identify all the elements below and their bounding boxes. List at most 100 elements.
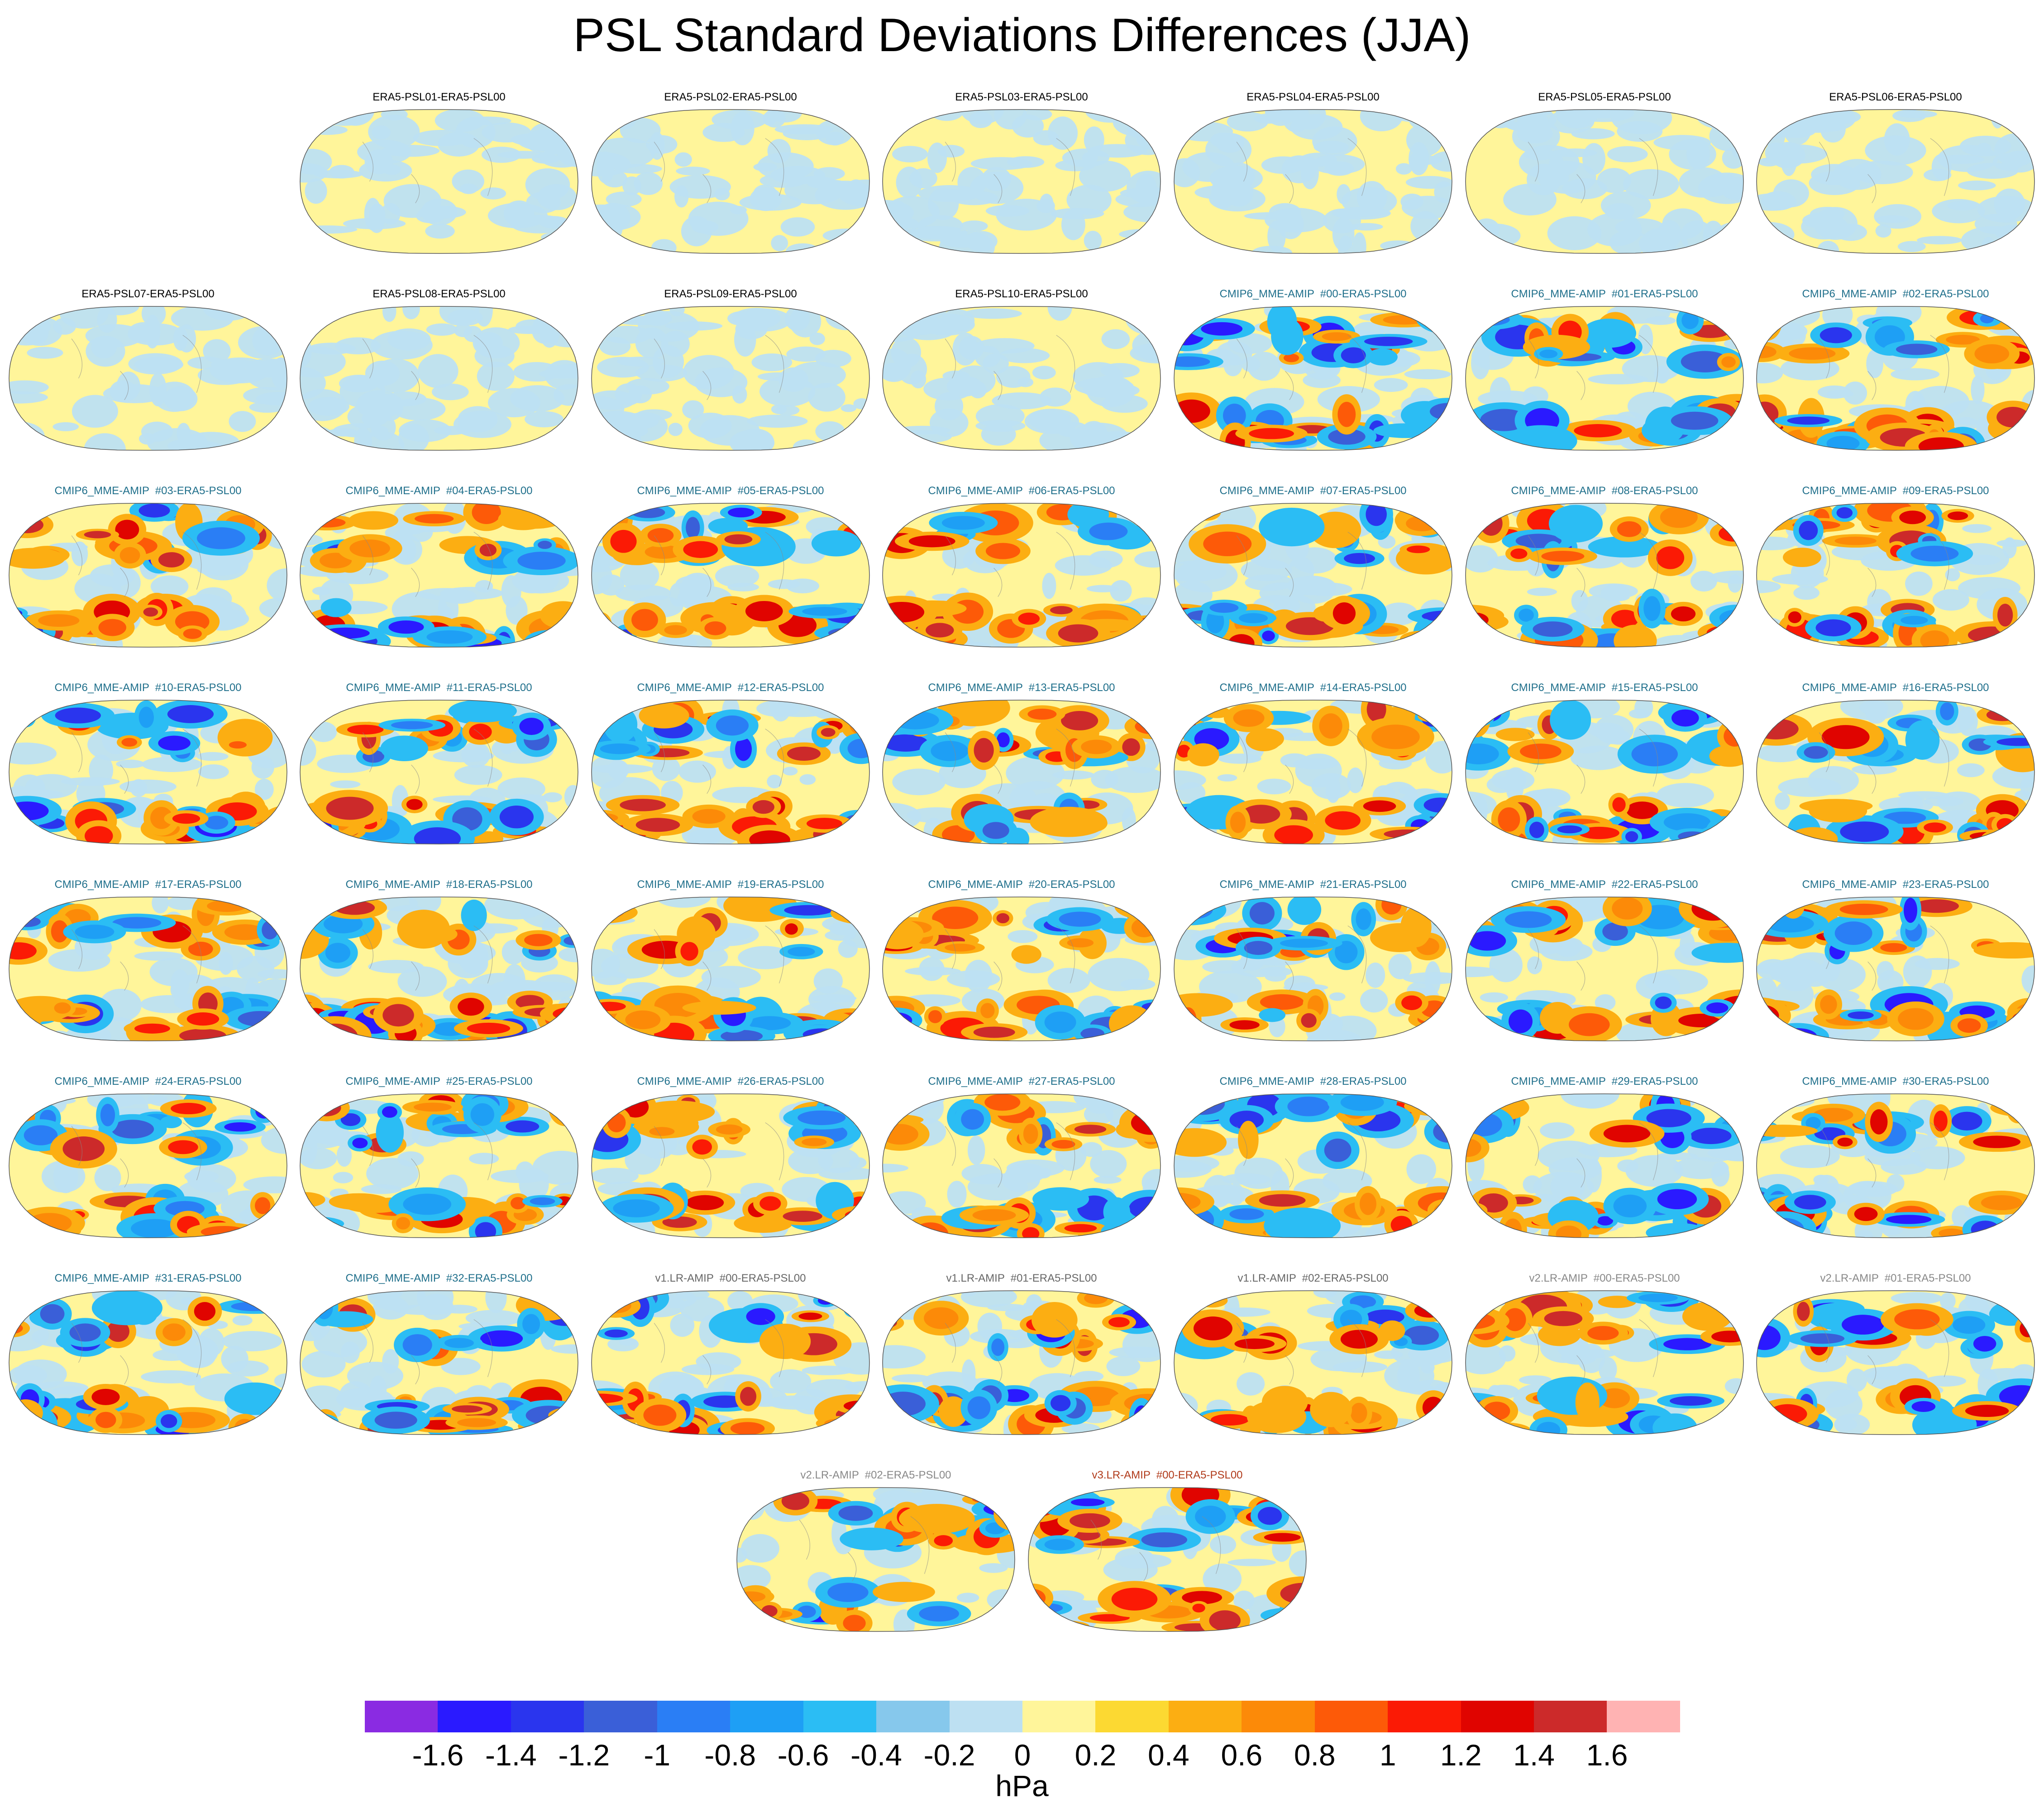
panel-title: CMIP6_MME-AMIP #11-ERA5-PSL00 bbox=[346, 682, 532, 694]
map-border bbox=[1465, 700, 1744, 844]
colorbar-tick-labels: -1.6 -1.4 -1.2 -1 -0.8 -0.6 -0.4 -0.2 0 0.2 0.4 0.6… bbox=[0, 1738, 2044, 1774]
map-border bbox=[300, 306, 578, 451]
colorbar-swatch bbox=[1388, 1701, 1461, 1732]
map-panel bbox=[592, 1291, 869, 1435]
panel-title: CMIP6_MME-AMIP #32-ERA5-PSL00 bbox=[345, 1272, 532, 1284]
colorbar-swatch bbox=[1607, 1701, 1680, 1732]
colorbar-tick-label: 0.6 bbox=[1221, 1738, 1263, 1772]
map-border bbox=[1174, 1290, 1452, 1435]
panel-title: v1.LR-AMIP #02-ERA5-PSL00 bbox=[1237, 1272, 1388, 1284]
map-border bbox=[1756, 1290, 2035, 1435]
panel-title: v3.LR-AMIP #00-ERA5-PSL00 bbox=[1092, 1469, 1242, 1481]
panel-title: CMIP6_MME-AMIP #26-ERA5-PSL00 bbox=[637, 1075, 824, 1087]
map-panel bbox=[300, 897, 578, 1041]
map-panel bbox=[1466, 897, 1743, 1041]
panel-title: v2.LR-AMIP #00-ERA5-PSL00 bbox=[1529, 1272, 1680, 1284]
panel-title: CMIP6_MME-AMIP #07-ERA5-PSL00 bbox=[1219, 485, 1406, 497]
colorbar-tick-label: -0.6 bbox=[777, 1738, 829, 1772]
panel-title: CMIP6_MME-AMIP #27-ERA5-PSL00 bbox=[928, 1075, 1115, 1087]
panel-title: CMIP6_MME-AMIP #14-ERA5-PSL00 bbox=[1219, 682, 1406, 694]
map-border bbox=[9, 700, 287, 844]
map-panel bbox=[592, 1094, 869, 1238]
colorbar-swatch bbox=[1022, 1701, 1096, 1732]
map-border bbox=[1756, 306, 2035, 451]
colorbar-swatch bbox=[803, 1701, 877, 1732]
map-border bbox=[300, 897, 578, 1041]
map-border bbox=[1174, 897, 1452, 1041]
colorbar-tick-label: 1.4 bbox=[1513, 1738, 1555, 1772]
panel-title: v2.LR-AMIP #02-ERA5-PSL00 bbox=[800, 1469, 951, 1481]
map-border bbox=[882, 1290, 1161, 1435]
map-border bbox=[1174, 306, 1452, 451]
map-panel bbox=[9, 1291, 287, 1435]
map-border bbox=[1028, 1487, 1307, 1632]
colorbar-swatch bbox=[1461, 1701, 1534, 1732]
panel-title: CMIP6_MME-AMIP #30-ERA5-PSL00 bbox=[1802, 1075, 1989, 1087]
colorbar-swatch bbox=[657, 1701, 731, 1732]
map-border bbox=[1465, 109, 1744, 254]
map-panel bbox=[592, 503, 869, 647]
map-panel bbox=[300, 1291, 578, 1435]
map-border bbox=[1174, 503, 1452, 648]
map-panel bbox=[300, 110, 578, 253]
map-panel bbox=[883, 700, 1160, 844]
map-panel bbox=[9, 700, 287, 844]
map-border bbox=[1465, 1290, 1744, 1435]
map-border bbox=[9, 306, 287, 451]
panel-title: CMIP6_MME-AMIP #13-ERA5-PSL00 bbox=[928, 682, 1115, 694]
panel-title: CMIP6_MME-AMIP #10-ERA5-PSL00 bbox=[54, 682, 241, 694]
map-panel bbox=[300, 306, 578, 450]
map-panel bbox=[883, 306, 1160, 450]
colorbar-swatch bbox=[1534, 1701, 1607, 1732]
map-panel bbox=[592, 110, 869, 253]
map-border bbox=[591, 109, 870, 254]
chart-title: PSL Standard Deviations Differences (JJA… bbox=[573, 9, 1471, 62]
map-border bbox=[1756, 109, 2035, 254]
map-panel bbox=[1466, 1291, 1743, 1435]
map-panel bbox=[1174, 306, 1452, 450]
map-border bbox=[591, 700, 870, 844]
panel-title: CMIP6_MME-AMIP #29-ERA5-PSL00 bbox=[1511, 1075, 1698, 1087]
colorbar-swatch bbox=[1242, 1701, 1315, 1732]
map-border bbox=[591, 1093, 870, 1238]
colorbar-tick-label: 0.8 bbox=[1294, 1738, 1336, 1772]
map-border bbox=[1174, 109, 1452, 254]
panel-title: CMIP6_MME-AMIP #08-ERA5-PSL00 bbox=[1511, 485, 1698, 497]
colorbar-tick-label: -1.6 bbox=[412, 1738, 464, 1772]
panel-title: CMIP6_MME-AMIP #06-ERA5-PSL00 bbox=[928, 485, 1115, 497]
map-border bbox=[1756, 700, 2035, 844]
map-panel bbox=[1757, 897, 2034, 1041]
panel-title: v1.LR-AMIP #00-ERA5-PSL00 bbox=[655, 1272, 806, 1284]
map-panel bbox=[1174, 1291, 1452, 1435]
map-border bbox=[591, 897, 870, 1041]
map-border bbox=[9, 1093, 287, 1238]
map-panel bbox=[1757, 503, 2034, 647]
panel-title: ERA5-PSL04-ERA5-PSL00 bbox=[1246, 91, 1379, 103]
map-panel bbox=[1757, 306, 2034, 450]
panel-title: ERA5-PSL03-ERA5-PSL00 bbox=[955, 91, 1088, 103]
map-panel bbox=[9, 503, 287, 647]
colorbar-swatch bbox=[730, 1701, 803, 1732]
map-border bbox=[1465, 503, 1744, 648]
colorbar-swatch bbox=[1168, 1701, 1242, 1732]
panel-title: CMIP6_MME-AMIP #24-ERA5-PSL00 bbox=[54, 1075, 241, 1087]
map-panel bbox=[9, 306, 287, 450]
colorbar-tick-label: -0.4 bbox=[850, 1738, 902, 1772]
map-panel bbox=[300, 503, 578, 647]
panel-title: CMIP6_MME-AMIP #02-ERA5-PSL00 bbox=[1802, 288, 1989, 300]
map-border bbox=[9, 503, 287, 648]
panel-title: CMIP6_MME-AMIP #17-ERA5-PSL00 bbox=[54, 878, 241, 891]
map-panel bbox=[1174, 503, 1452, 647]
map-panel bbox=[592, 897, 869, 1041]
colorbar-swatch bbox=[1314, 1701, 1388, 1732]
map-border bbox=[1756, 897, 2035, 1041]
panel-title: CMIP6_MME-AMIP #20-ERA5-PSL00 bbox=[928, 878, 1115, 891]
colorbar-tick-label: 1 bbox=[1379, 1738, 1396, 1772]
panel-title: CMIP6_MME-AMIP #01-ERA5-PSL00 bbox=[1511, 288, 1698, 300]
map-border bbox=[1756, 503, 2035, 648]
map-panel bbox=[737, 1488, 1015, 1631]
panel-title: CMIP6_MME-AMIP #22-ERA5-PSL00 bbox=[1511, 878, 1698, 891]
panel-title: CMIP6_MME-AMIP #00-ERA5-PSL00 bbox=[1219, 288, 1406, 300]
colorbar-tick-label: -1.2 bbox=[558, 1738, 610, 1772]
